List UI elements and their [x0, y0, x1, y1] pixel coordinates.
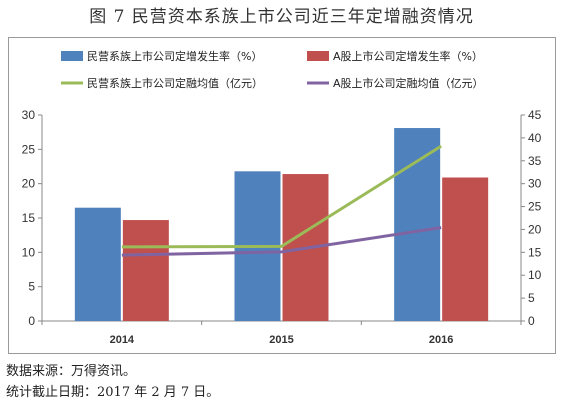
line-a-share-avg	[121, 226, 442, 257]
chart-plot: 0 5 10 15 20 25 30 0 5 10 15 20 25 30 35 40 45 2014 2015 20…	[22, 49, 542, 346]
bar-private-group-2016	[394, 128, 441, 321]
legend-swatch	[61, 51, 83, 61]
figure-title: 图 7 民营资本系族上市公司近三年定增融资情况	[89, 7, 474, 27]
legend-label: 民营系族上市公司定融均值（亿元）	[87, 76, 263, 90]
y-right-tick-label: 25	[528, 200, 542, 214]
y-right-tick-label: 40	[528, 131, 542, 145]
y-left-tick-label: 15	[22, 211, 36, 225]
x-tick-label: 2014	[110, 334, 135, 346]
bar-a-share-2016	[442, 177, 489, 321]
y-left-tick-label: 30	[22, 108, 36, 122]
bar-a-share-2014	[122, 220, 169, 321]
y-right-tick-label: 5	[528, 291, 535, 305]
legend-label: 民营系族上市公司定增发生率（%）	[87, 49, 262, 63]
x-tick-label: 2015	[269, 334, 293, 346]
y-right-tick-label: 15	[528, 245, 542, 259]
date-note: 统计截止日期：2017 年 2 月 7 日。	[6, 385, 220, 400]
y-right-tick-label: 35	[528, 154, 542, 168]
line-private-group-avg	[121, 144, 442, 249]
chart-container: 0 5 10 15 20 25 30 0 5 10 15 20 25 30 35 40 45 2014 2015 20…	[8, 37, 556, 354]
legend-label: A股上市公司定增发生率（%）	[333, 49, 483, 63]
x-tick-label: 2016	[429, 334, 453, 346]
legend-swatch	[307, 51, 329, 61]
y-right-tick-label: 0	[528, 314, 535, 328]
y-left-tick-label: 0	[28, 314, 35, 328]
source-note: 数据来源：万得资讯。	[6, 364, 137, 379]
bar-private-group-2014	[74, 207, 121, 321]
y-right-tick-label: 45	[528, 108, 542, 122]
y-left-tick-label: 20	[22, 177, 36, 191]
y-left-tick-label: 5	[28, 280, 35, 294]
legend-label: A股上市公司定融均值（亿元）	[333, 76, 484, 90]
y-right-tick-label: 20	[528, 222, 542, 236]
y-right-tick-label: 30	[528, 177, 542, 191]
y-left-tick-label: 25	[22, 142, 36, 156]
y-right-tick-label: 10	[528, 268, 542, 282]
y-left-tick-label: 10	[22, 245, 36, 259]
